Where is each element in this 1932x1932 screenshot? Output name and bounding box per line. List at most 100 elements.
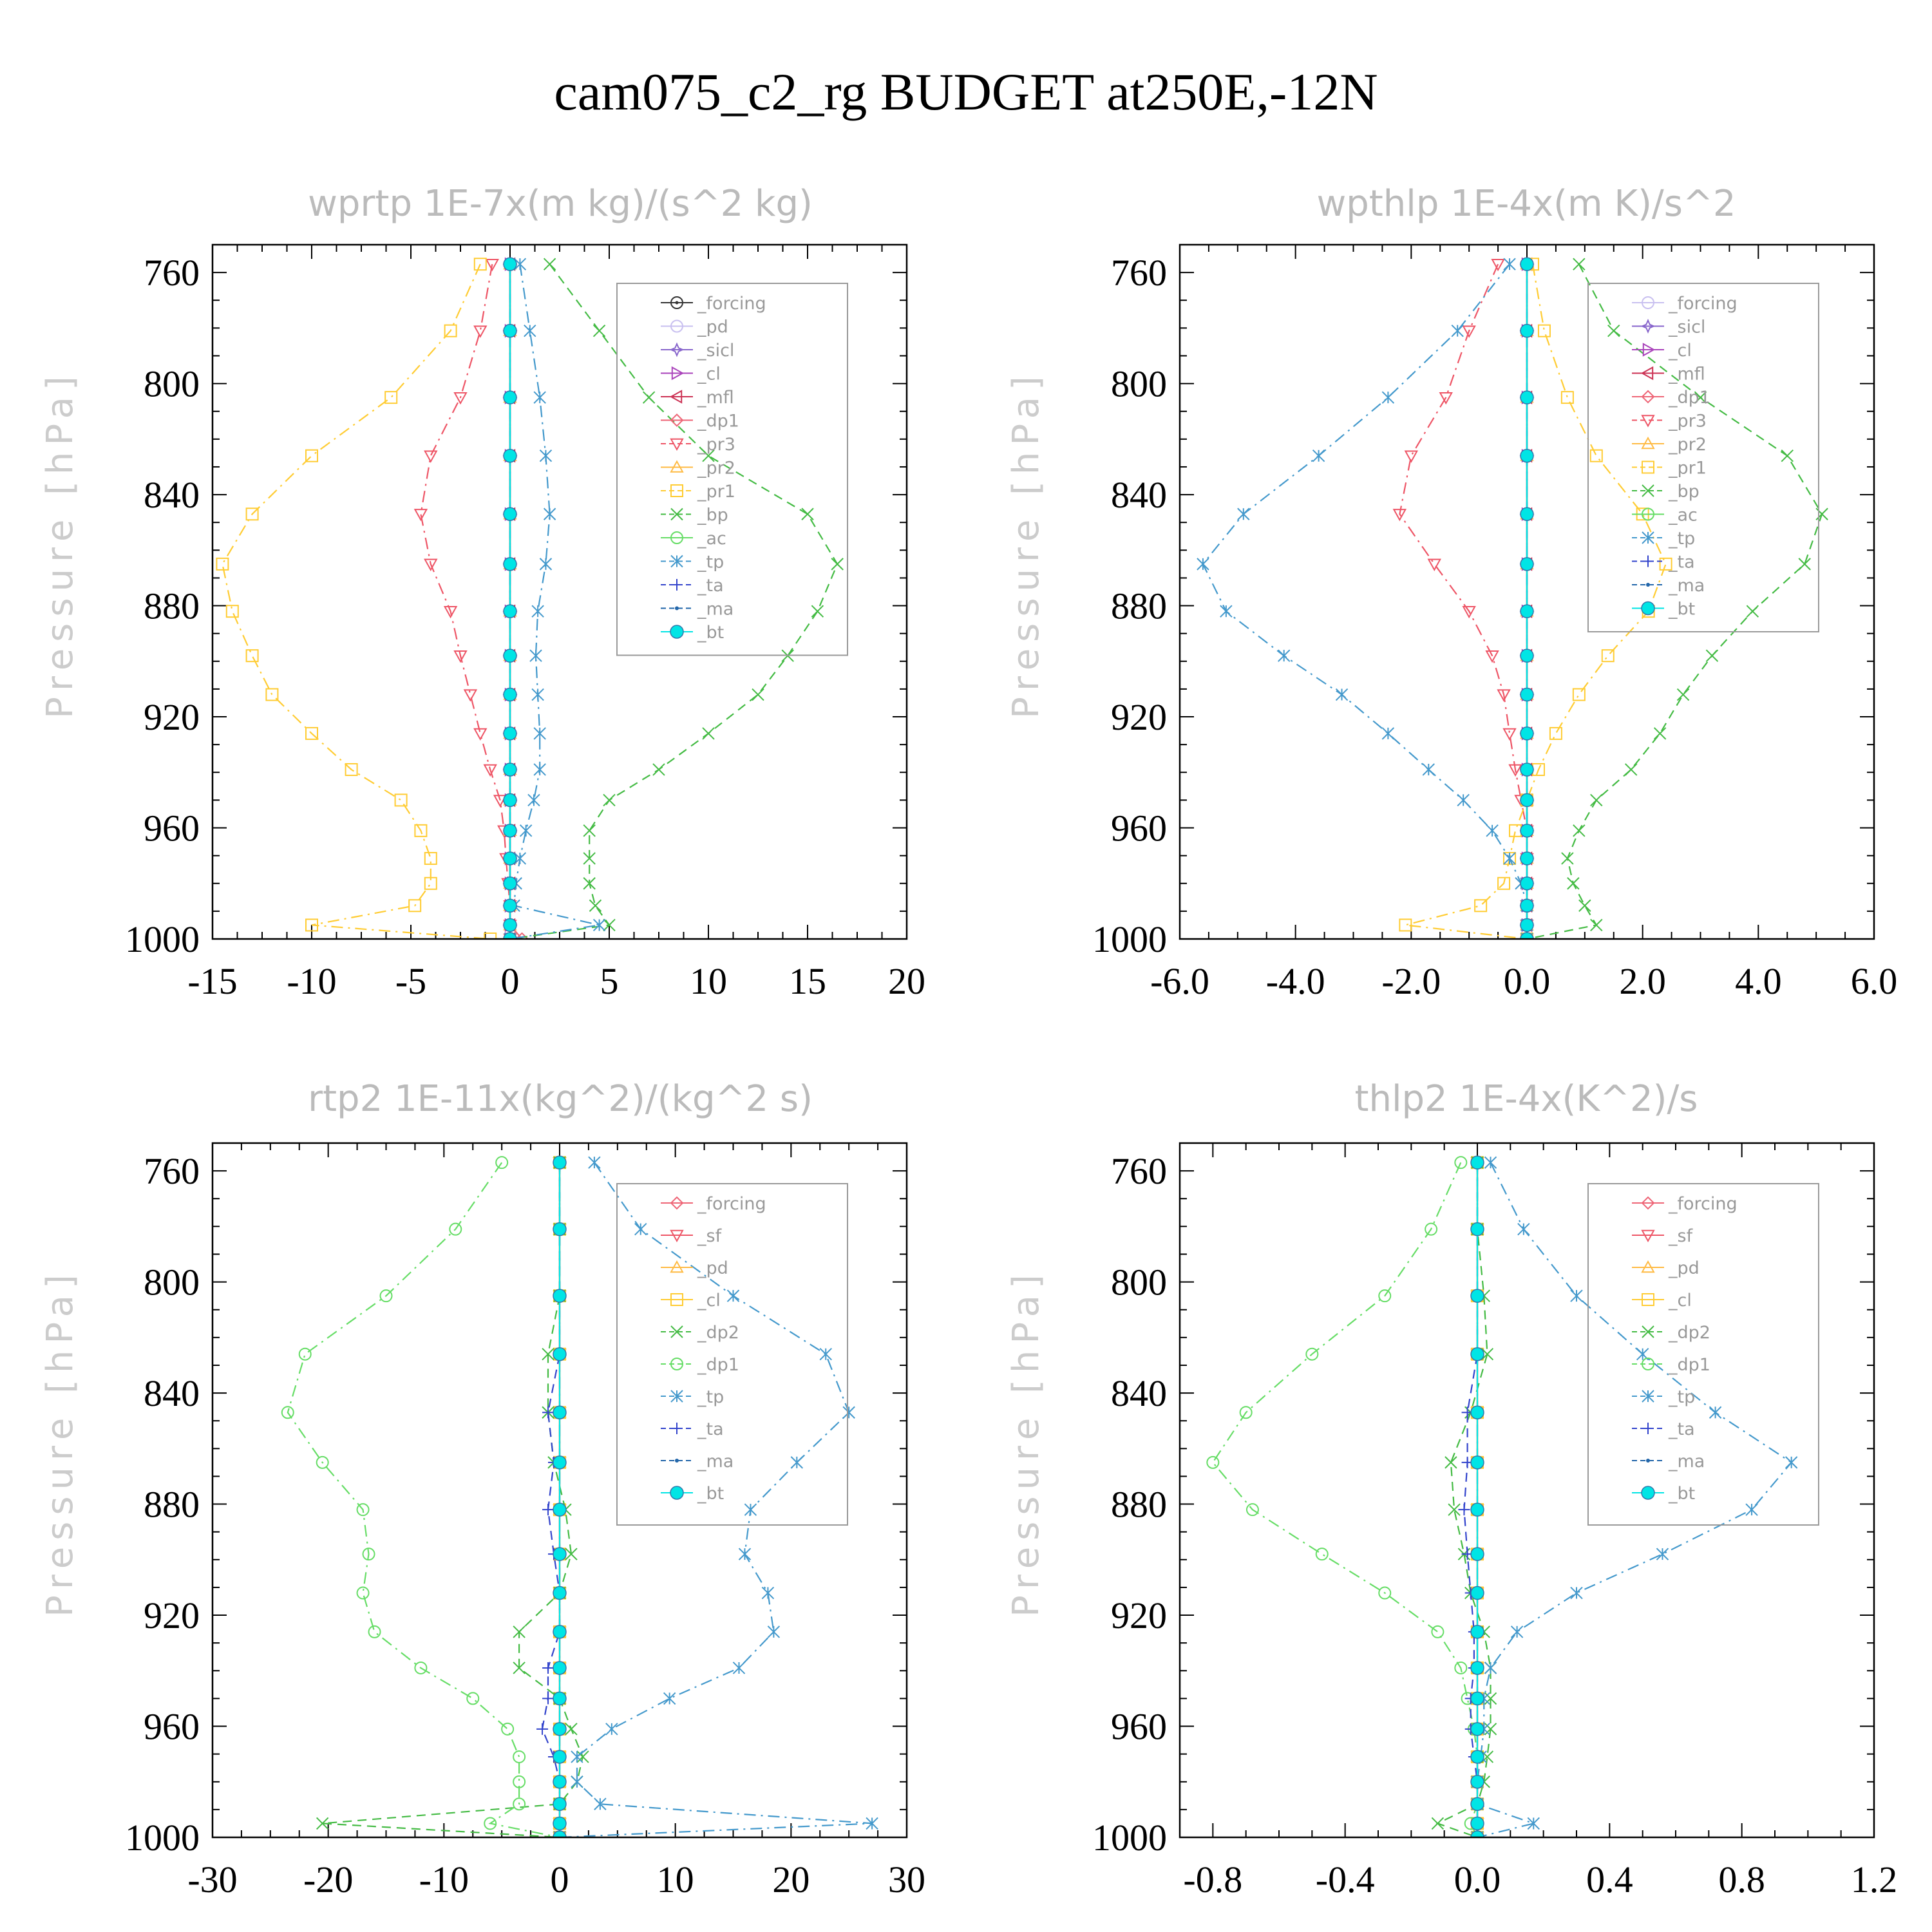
- data-point: [1206, 1455, 1220, 1469]
- legend-item: _dp2: [1632, 1323, 1710, 1343]
- y-axis-label: Pressure [hPa]: [39, 1268, 81, 1617]
- x-tick-label: -10: [287, 960, 336, 1002]
- data-point: [316, 1455, 329, 1469]
- legend-label: _ac: [1668, 506, 1698, 526]
- data-point: [1220, 605, 1233, 618]
- x-tick-label: 0: [551, 1859, 569, 1900]
- data-point: [1578, 899, 1591, 912]
- legend-marker: [1646, 1459, 1650, 1463]
- y-tick-label: 1000: [1092, 918, 1167, 960]
- data-point: [1491, 258, 1505, 272]
- series-line-tp: [1202, 263, 1528, 939]
- data-point: [513, 258, 527, 270]
- legend-marker: [1642, 1423, 1654, 1434]
- data-point: [1785, 1456, 1798, 1469]
- axis-ticks: [212, 244, 907, 940]
- data-point: [1470, 1455, 1484, 1470]
- data-point: [1653, 727, 1667, 740]
- y-axis-label: Pressure [hPa]: [39, 370, 81, 719]
- series-markers-ta: [1458, 1157, 1483, 1837]
- data-point: [384, 391, 398, 404]
- legend-label: _forcing: [1668, 294, 1738, 314]
- data-point: [1781, 450, 1794, 462]
- data-point: [503, 687, 517, 702]
- data-point: [1520, 507, 1534, 522]
- data-point: [1470, 1155, 1484, 1170]
- data-point: [533, 763, 546, 776]
- data-point: [702, 450, 715, 462]
- y-tick-label: 800: [1111, 1262, 1167, 1303]
- data-point: [513, 1797, 526, 1811]
- series-markers-bp: [1520, 258, 1828, 939]
- data-point: [362, 1548, 375, 1561]
- series-markers-pr3: [1392, 258, 1534, 939]
- data-point: [424, 558, 438, 571]
- legend-label: _tp: [1668, 529, 1695, 549]
- data-point: [473, 728, 488, 741]
- data-point: [831, 558, 844, 571]
- data-point: [524, 324, 536, 337]
- legend-label: _pd: [697, 1258, 728, 1278]
- legend-label: _bt: [697, 623, 724, 643]
- legend-item: _pd: [1632, 1258, 1700, 1278]
- legend-item: _sf: [661, 1226, 723, 1246]
- data-point: [1474, 899, 1488, 913]
- legend-label: _tp: [697, 553, 724, 573]
- series-line-bp: [509, 263, 838, 939]
- data-point: [1520, 876, 1534, 891]
- legend-marker: [670, 554, 683, 568]
- data-point: [542, 1662, 554, 1674]
- legend: _forcing _sf _pd _cl _dp2 _dp1 _tp _ta _ma _bt: [1587, 1183, 1819, 1526]
- data-point: [356, 1586, 370, 1600]
- legend-marker: [670, 1293, 683, 1306]
- data-point: [603, 918, 616, 932]
- legend-marker: [1640, 318, 1656, 334]
- legend-item: _pr2: [1632, 435, 1707, 455]
- data-point: [503, 918, 517, 933]
- x-tick-label: -20: [303, 1859, 353, 1900]
- y-tick-label: 760: [144, 1150, 200, 1192]
- data-point: [583, 877, 596, 890]
- data-point: [1470, 1797, 1484, 1812]
- data-point: [305, 918, 318, 932]
- axis-ticks: [1180, 1142, 1875, 1838]
- data-point: [761, 1586, 775, 1600]
- series-markers-dp2: [316, 1156, 589, 1837]
- legend-item: _tp: [1632, 1387, 1695, 1407]
- data-point: [503, 390, 517, 404]
- series-line-pr3: [420, 264, 511, 939]
- y-tick-label: 920: [1111, 696, 1167, 738]
- legend-label: _bp: [1668, 482, 1700, 502]
- series-line-dp1: [509, 264, 523, 939]
- legend-item: _dp1: [661, 412, 739, 431]
- data-point: [484, 933, 497, 939]
- data-point: [379, 1289, 393, 1303]
- data-point: [463, 689, 478, 702]
- data-point: [413, 509, 428, 522]
- data-point: [1497, 689, 1511, 702]
- y-tick-label: 840: [144, 474, 200, 516]
- legend-label: _dp1: [1668, 388, 1710, 408]
- legend-label: _bt: [1668, 1484, 1695, 1504]
- data-point: [424, 450, 438, 463]
- data-point: [594, 1797, 607, 1810]
- x-tick-label: -30: [187, 1859, 237, 1900]
- legend-marker: [1641, 390, 1655, 404]
- data-point: [503, 762, 517, 777]
- data-point: [553, 1347, 567, 1361]
- data-point: [1427, 558, 1441, 571]
- legend-item: _bt: [1632, 600, 1695, 620]
- data-point: [1470, 1830, 1484, 1837]
- data-point: [1520, 851, 1534, 866]
- data-point: [1520, 557, 1534, 571]
- data-point: [1607, 324, 1620, 337]
- legend-label: _forcing: [697, 294, 766, 314]
- data-point: [503, 898, 517, 913]
- y-tick-label: 960: [1111, 1706, 1167, 1748]
- data-point: [1590, 793, 1603, 807]
- legend-item: _bp: [1632, 482, 1700, 502]
- data-point: [1659, 557, 1672, 571]
- data-point: [1520, 932, 1534, 939]
- data-point: [576, 1750, 589, 1763]
